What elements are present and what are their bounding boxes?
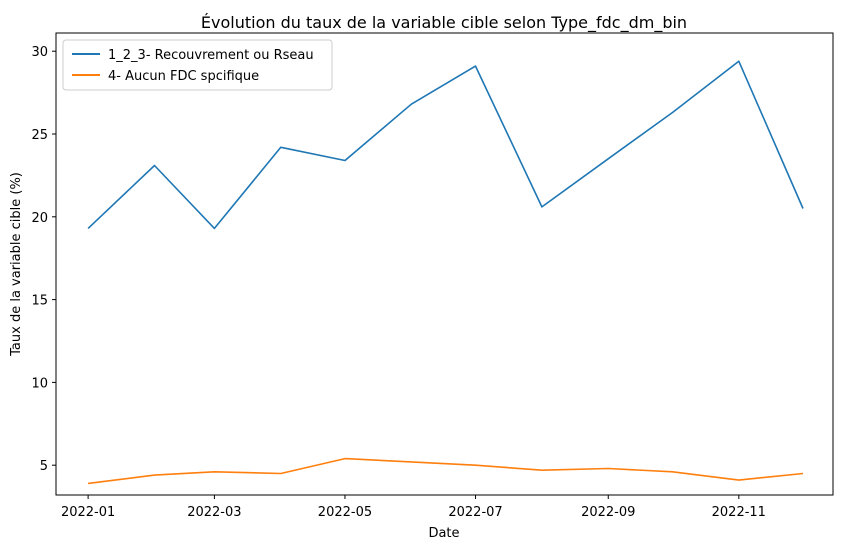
- legend-label-series-1: 1_2_3- Recouvrement ou Rseau: [108, 48, 314, 63]
- x-tick-label: 2022-11: [712, 505, 766, 520]
- x-tick-label: 2022-05: [318, 505, 372, 520]
- y-axis-label: Taux de la variable cible (%): [9, 172, 24, 357]
- series-lines: [87, 60, 804, 485]
- x-tick-label: 2022-01: [61, 505, 115, 520]
- y-tick-label: 25: [31, 128, 48, 143]
- x-tick-label: 2022-03: [187, 505, 241, 520]
- y-tick-label: 30: [31, 45, 48, 60]
- legend: 1_2_3- Recouvrement ou Rseau 4- Aucun FD…: [62, 39, 333, 91]
- plot-frame: [55, 32, 834, 496]
- x-tick-label: 2022-09: [581, 505, 635, 520]
- x-axis-label: Date: [428, 526, 459, 541]
- x-axis-ticks: 2022-01 2022-03 2022-05 2022-07 2022-09 2022-…: [61, 495, 766, 520]
- y-tick-label: 10: [31, 376, 48, 391]
- y-tick-label: 5: [40, 459, 48, 474]
- series-line-1: [87, 60, 804, 230]
- legend-box: [62, 39, 333, 91]
- chart-title: Évolution du taux de la variable cible s…: [201, 13, 687, 33]
- y-tick-label: 20: [31, 211, 48, 226]
- legend-label-series-2: 4- Aucun FDC spcifique: [108, 69, 259, 84]
- series-line-2: [88, 457, 804, 485]
- y-tick-label: 15: [31, 294, 48, 309]
- y-axis-ticks: 5 10 15 20 25 30: [31, 45, 56, 474]
- x-tick-label: 2022-07: [448, 505, 502, 520]
